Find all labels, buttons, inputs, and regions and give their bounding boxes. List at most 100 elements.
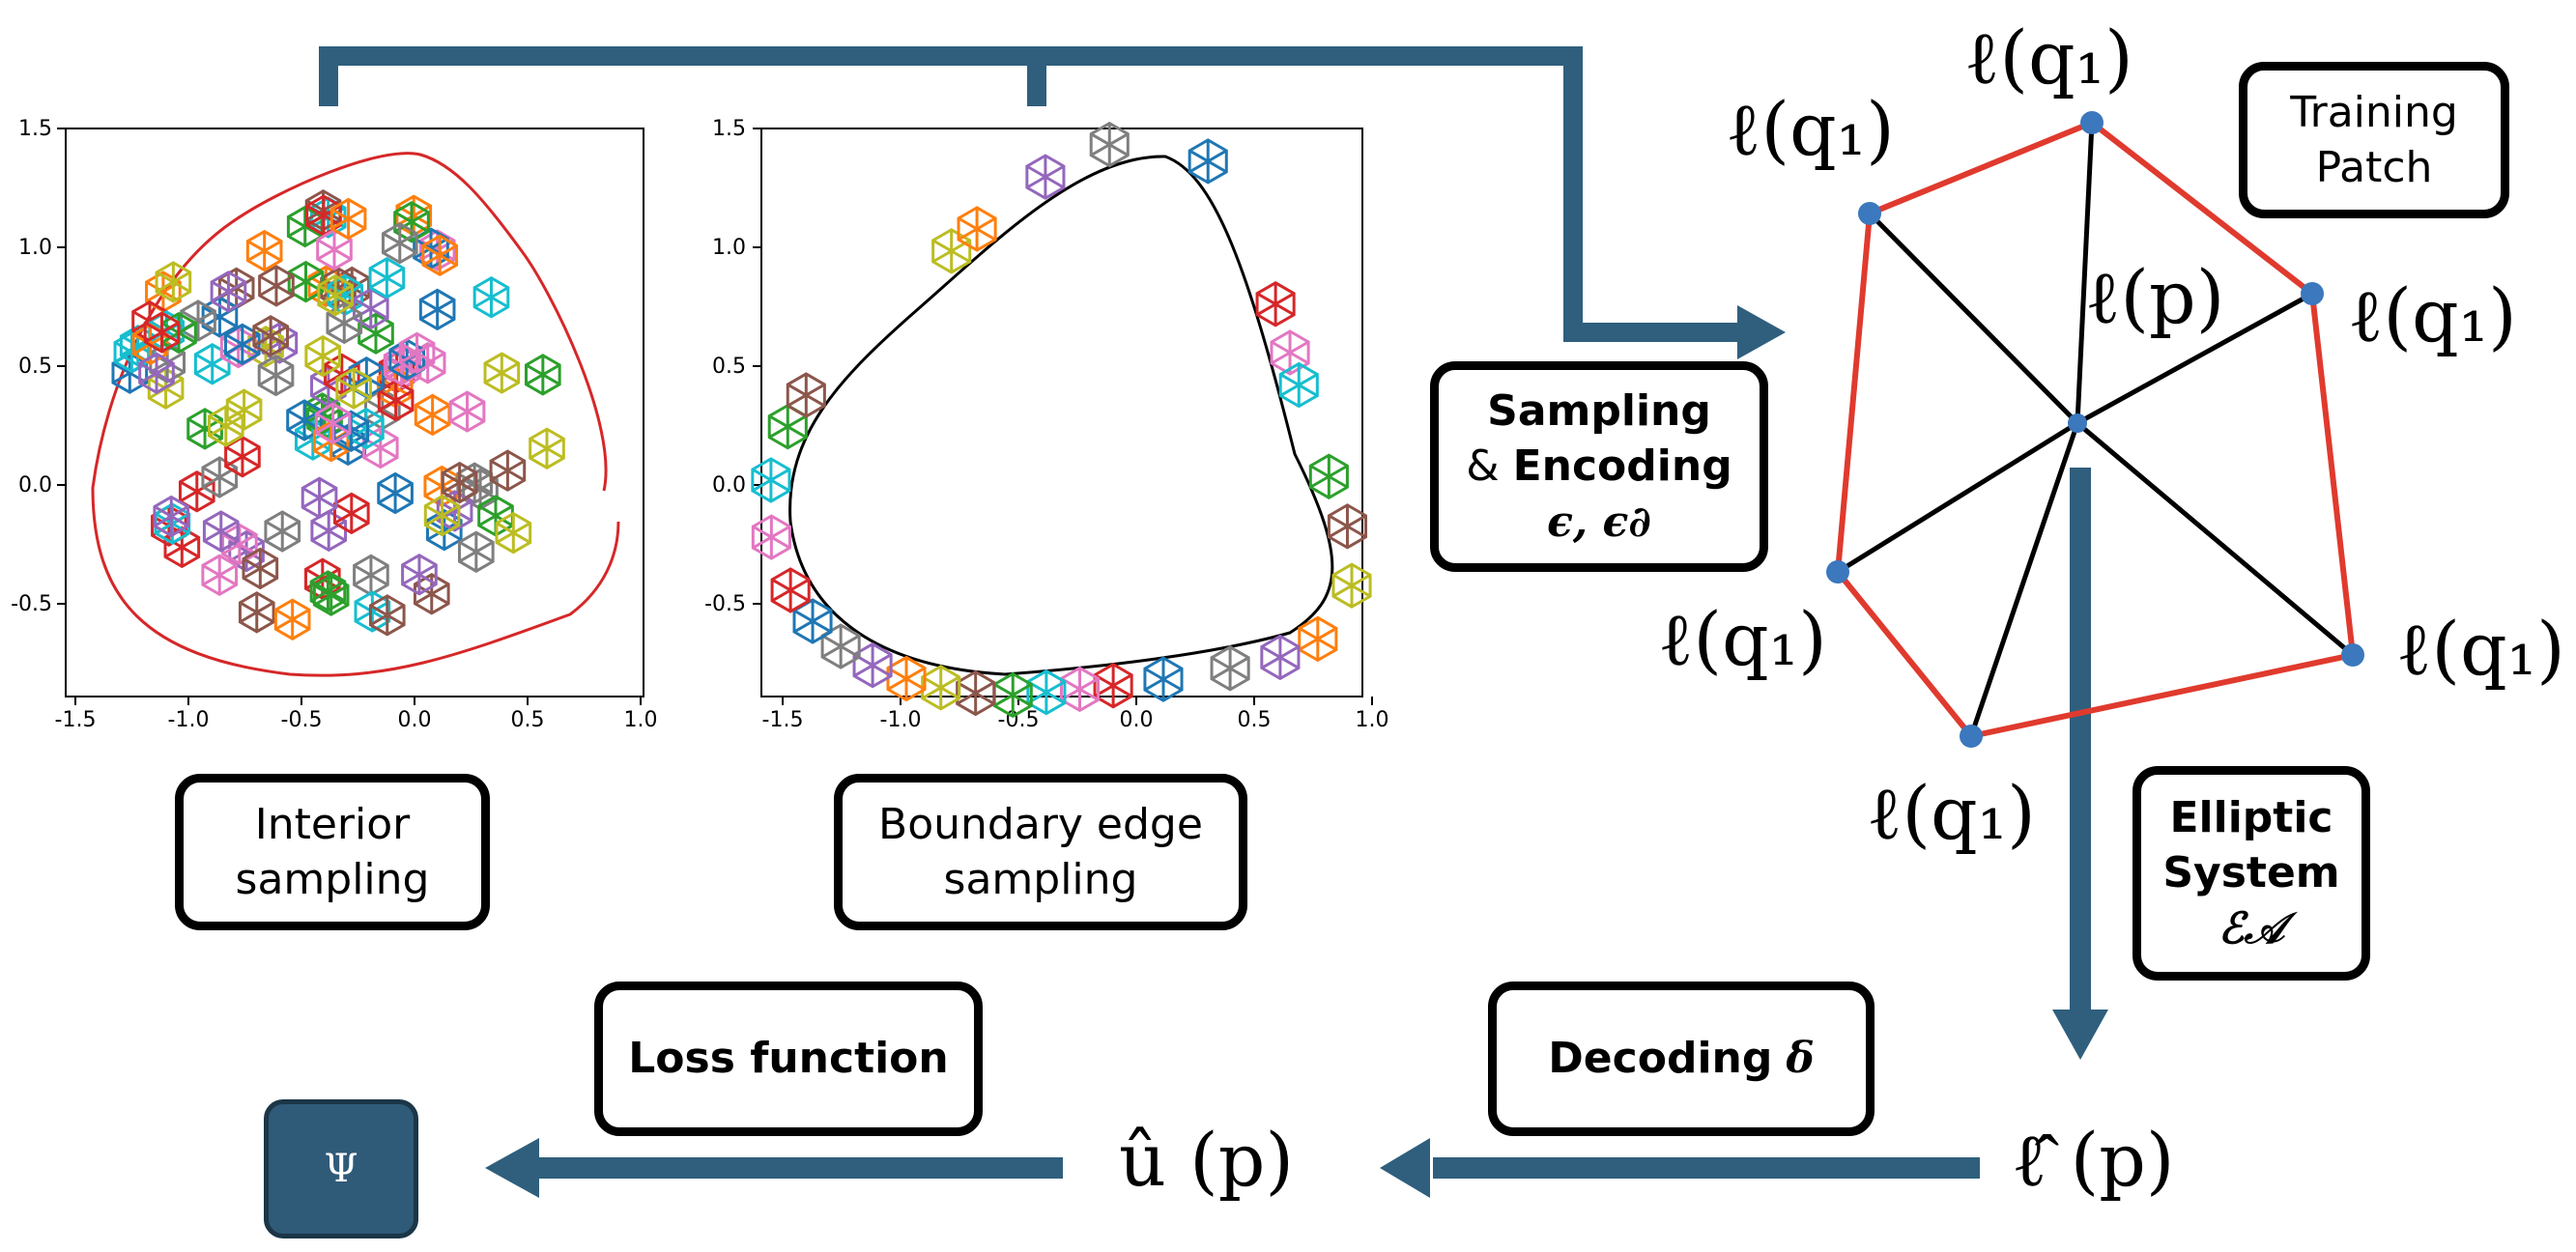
x-tick-label: -1.5: [55, 708, 97, 732]
sample-patch-glyph: [472, 276, 510, 319]
y-tick-label: 0.0: [18, 473, 52, 498]
decoding-arrow-shaft: [1433, 1157, 1980, 1179]
y-tick-label: 1.5: [712, 117, 746, 141]
sample-patch-glyph: [210, 270, 247, 313]
sample-patch-glyph: [301, 476, 338, 520]
boundary-axis-ticks: -1.5 -1.0 -0.5 0.0 0.5 1.01.51.00.50.0-0.5: [704, 117, 1388, 732]
sample-patch-glyph: [155, 261, 192, 303]
y-tick-label: -0.5: [11, 592, 52, 616]
sample-patch-glyph: [1089, 121, 1130, 168]
sample-patch-glyph: [886, 655, 927, 702]
y-tick-label: 0.5: [18, 355, 52, 379]
connector-arrowhead: [1737, 305, 1786, 359]
sample-patch-glyph: [332, 492, 370, 535]
decoding-label: Decoding: [1548, 1034, 1773, 1084]
sample-patch-glyph: [751, 457, 791, 503]
patch-nodes: [1826, 111, 2364, 748]
sample-patch-glyph: [1298, 615, 1338, 663]
sample-patch-glyph: [314, 402, 352, 445]
sampling-encoding-box: Sampling & Encoding ϵ, ϵ∂: [1430, 361, 1768, 572]
sample-patch-glyph: [1270, 329, 1310, 376]
decoding-box: Decoding δ: [1488, 982, 1875, 1136]
sample-patch-glyph: [180, 299, 216, 342]
sample-patch-glyph: [525, 354, 561, 396]
patch-bottom-label: ℓ(q₁): [1867, 770, 2036, 856]
sampling-amp: &: [1466, 441, 1513, 492]
sample-patch-glyph: [224, 435, 261, 478]
training-label-line1: Training: [2290, 87, 2458, 137]
interior-sampling-plot: -1.5 -1.0 -0.5 0.0 0.5 1.0 1.5 1.0 0.5 0.0 -0.5: [11, 117, 657, 732]
sample-patch-glyph: [423, 494, 461, 537]
sample-patch-glyph: [287, 260, 325, 303]
sample-patch-glyph: [242, 547, 279, 590]
sampling-connector: [319, 46, 1739, 342]
decoding-arrowhead: [1380, 1138, 1430, 1198]
sample-patch-glyph: [1093, 662, 1133, 709]
sample-patch-glyph: [1143, 656, 1184, 702]
domain-boundary: [788, 155, 1334, 676]
sample-patch-glyph: [225, 388, 263, 431]
sample-patch-glyph: [252, 315, 289, 357]
boundary-sampling-box: Boundary edge sampling: [834, 774, 1247, 930]
sample-patch-glyph: [309, 570, 347, 612]
sample-patch-glyph: [529, 427, 565, 470]
sample-patch-glyph: [353, 554, 389, 597]
patch-upper-left-label: ℓ(q₁): [1726, 86, 1895, 172]
sample-patch-glyph: [368, 256, 406, 299]
y-tick-label: -0.5: [704, 592, 746, 616]
sample-patch-glyph: [1025, 154, 1066, 200]
plot-frame: [65, 128, 644, 697]
sample-patch-glyph: [138, 352, 175, 395]
sample-patch-glyph: [1026, 669, 1067, 716]
elliptic-label-line1: Elliptic: [2169, 793, 2333, 843]
interior-axis-ticks: -1.5 -1.0 -0.5 0.0 0.5 1.0 1.5 1.0 0.5 0.0 -0.5: [11, 117, 657, 732]
sample-patch-glyph: [1331, 562, 1372, 609]
boundary-label-line2: sampling: [943, 855, 1138, 904]
sample-patch-glyph: [153, 495, 190, 538]
sample-patch-glyph: [767, 403, 808, 450]
boundary-label-line1: Boundary edge: [878, 799, 1203, 849]
elliptic-arrow-shaft: [2070, 468, 2091, 1014]
sample-patch-glyph: [273, 598, 311, 640]
interior-label-line2: sampling: [235, 855, 430, 904]
sample-patch-glyph: [329, 197, 367, 241]
sample-patch-glyph: [1278, 361, 1319, 409]
sample-patch-glyph: [381, 221, 418, 265]
loss-arrow-shaft: [539, 1157, 1063, 1179]
sample-patch-glyph: [1059, 666, 1101, 713]
sample-patch-glyph: [398, 331, 436, 375]
sample-patch-glyph: [421, 234, 459, 277]
elliptic-symbol: ℰ𝒜: [2218, 903, 2285, 953]
sample-patch-glyph: [1260, 634, 1301, 681]
loss-arrowhead: [485, 1138, 539, 1198]
boundary-sampling-plot: -1.5 -1.0 -0.5 0.0 0.5 1.01.51.00.50.0-0.5: [704, 117, 1388, 732]
sample-patch-glyph: [145, 270, 182, 313]
decoding-symbol: δ: [1786, 1034, 1815, 1084]
y-tick-label: 1.0: [712, 236, 746, 260]
sampling-label-line1: Sampling: [1487, 386, 1711, 437]
training-label-line2: Patch: [2315, 143, 2433, 192]
sample-patch-glyph: [1255, 281, 1296, 327]
sample-patch-glyph: [352, 287, 389, 330]
training-patch-box: Training Patch: [2239, 62, 2509, 218]
patch-center-label: ℓ(p): [2085, 254, 2225, 340]
interior-sampling-box: Interior sampling: [175, 774, 490, 930]
plot-frame: [760, 128, 1363, 697]
sample-patch-glyph: [202, 510, 240, 553]
sample-patch-glyph: [193, 343, 231, 385]
interior-label-line1: Interior: [254, 799, 411, 849]
sample-patch-glyph: [245, 229, 283, 272]
sample-patch-glyph: [931, 228, 972, 274]
sampling-label-line2: & Encoding: [1466, 439, 1732, 494]
y-tick-label: 0.0: [712, 473, 746, 498]
x-tick-label: 1.0: [1356, 708, 1389, 732]
loss-function-box: Loss function: [594, 982, 983, 1136]
sample-patch-glyph: [238, 591, 275, 634]
x-tick-label: 0.0: [1120, 708, 1154, 732]
elliptic-label-line2: System: [2162, 848, 2340, 898]
x-tick-label: 0.0: [398, 708, 432, 732]
boundary-sample-patches: [751, 121, 1372, 719]
sample-patch-glyph: [257, 354, 295, 397]
sample-patch-glyph: [201, 456, 239, 498]
